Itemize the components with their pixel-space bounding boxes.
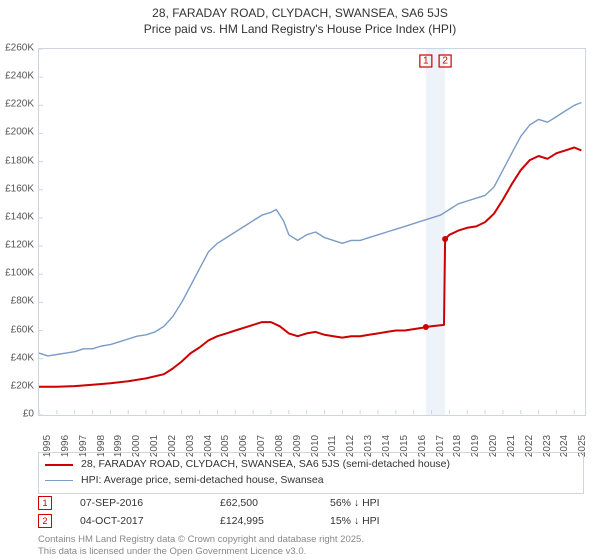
y-tick-label: £80K	[11, 296, 34, 307]
y-tick-label: £60K	[11, 324, 34, 335]
y-tick-label: £20K	[11, 380, 34, 391]
legend: 28, FARADAY ROAD, CLYDACH, SWANSEA, SA6 …	[38, 452, 584, 494]
y-tick-label: £0	[23, 409, 34, 420]
y-tick-label: £40K	[11, 352, 34, 363]
event-dot-2	[442, 236, 448, 242]
series-hpi	[39, 103, 581, 356]
event-price: £124,995	[220, 515, 330, 527]
legend-item: 28, FARADAY ROAD, CLYDACH, SWANSEA, SA6 …	[45, 457, 577, 473]
y-tick-label: £220K	[5, 99, 34, 110]
title-line-2: Price paid vs. HM Land Registry's House …	[0, 22, 600, 38]
event-delta: 15% ↓ HPI	[330, 515, 470, 527]
footer-line-2: This data is licensed under the Open Gov…	[38, 546, 364, 558]
event-box-label-1: 1	[423, 56, 429, 67]
series-price_paid	[39, 148, 581, 387]
y-axis-labels: £0£20K£40K£60K£80K£100K£120K£140K£160K£1…	[0, 48, 36, 416]
legend-item: HPI: Average price, semi-detached house,…	[45, 473, 577, 489]
title-line-1: 28, FARADAY ROAD, CLYDACH, SWANSEA, SA6 …	[0, 6, 600, 22]
legend-swatch	[45, 464, 73, 466]
footer-attribution: Contains HM Land Registry data © Crown c…	[38, 534, 364, 558]
events-table: 1 07-SEP-2016£62,50056% ↓ HPI 2 04-OCT-2017…	[38, 494, 584, 530]
event-row: 1 07-SEP-2016£62,50056% ↓ HPI	[38, 494, 584, 512]
event-box-label-2: 2	[442, 56, 448, 67]
y-tick-label: £140K	[5, 211, 34, 222]
event-date: 04-OCT-2017	[80, 515, 220, 527]
footer-line-1: Contains HM Land Registry data © Crown c…	[38, 534, 364, 546]
y-tick-label: £260K	[5, 43, 34, 54]
event-row: 2 04-OCT-2017£124,99515% ↓ HPI	[38, 512, 584, 530]
y-tick-label: £180K	[5, 155, 34, 166]
chart-svg: 12	[39, 49, 585, 415]
legend-label: HPI: Average price, semi-detached house,…	[81, 473, 324, 489]
legend-label: 28, FARADAY ROAD, CLYDACH, SWANSEA, SA6 …	[81, 457, 450, 473]
y-tick-label: £120K	[5, 240, 34, 251]
legend-swatch	[45, 480, 73, 481]
chart-title: 28, FARADAY ROAD, CLYDACH, SWANSEA, SA6 …	[0, 0, 600, 37]
event-delta: 56% ↓ HPI	[330, 497, 470, 509]
event-price: £62,500	[220, 497, 330, 509]
y-tick-label: £240K	[5, 71, 34, 82]
event-marker: 1	[38, 496, 52, 510]
event-marker: 2	[38, 514, 52, 528]
event-dot-1	[423, 324, 429, 330]
event-date: 07-SEP-2016	[80, 497, 220, 509]
y-tick-label: £160K	[5, 183, 34, 194]
chart-plot-area: 12	[38, 48, 586, 416]
y-tick-label: £200K	[5, 127, 34, 138]
y-tick-label: £100K	[5, 268, 34, 279]
